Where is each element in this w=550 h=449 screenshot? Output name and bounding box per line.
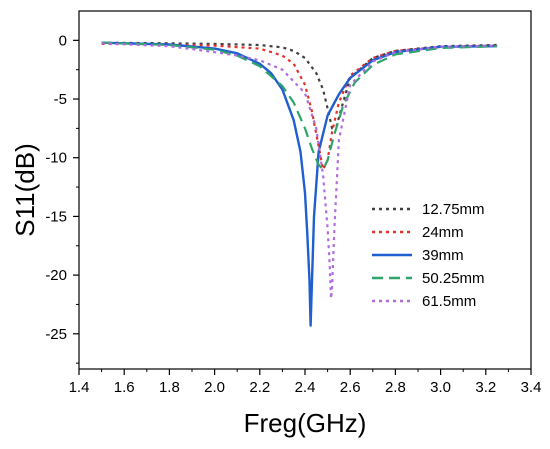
x-tick-label: 1.8 <box>159 379 180 396</box>
y-tick-label: -20 <box>45 267 67 284</box>
x-axis-title: Freg(GHz) <box>244 408 367 438</box>
legend-label: 12.75mm <box>422 201 485 218</box>
y-tick-label: 0 <box>59 32 67 49</box>
x-tick-label: 3.0 <box>430 379 451 396</box>
y-tick-label: -15 <box>45 208 67 225</box>
x-tick-label: 2.4 <box>295 379 316 396</box>
legend-label: 24mm <box>422 224 464 241</box>
x-tick-label: 2.8 <box>385 379 406 396</box>
legend-label: 61.5mm <box>422 293 476 310</box>
y-axis-title: S11(dB) <box>10 143 40 236</box>
series-layer <box>101 41 498 327</box>
x-tick-label: 1.6 <box>114 379 135 396</box>
legend-label: 39mm <box>422 247 464 264</box>
x-tick-label: 3.4 <box>521 379 542 396</box>
x-tick-label: 1.4 <box>69 379 90 396</box>
series-line-24mm <box>101 42 498 171</box>
x-tick-label: 2.6 <box>340 379 361 396</box>
series-line-50-25mm <box>101 41 498 171</box>
series-line-39mm <box>101 41 498 327</box>
legend-label: 50.25mm <box>422 270 485 287</box>
x-tick-label: 3.2 <box>475 379 496 396</box>
series-line-61-5mm <box>101 42 498 300</box>
ticks-layer: 1.4 1.6 1.8 2.0 2.2 2.4 2.6 2.8 3.0 3.2 3.4 0 -5 -10 -… <box>45 32 541 396</box>
y-tick-label: -5 <box>54 91 67 108</box>
y-tick-label: -25 <box>45 326 67 343</box>
series-line-12-75mm <box>101 41 498 130</box>
y-tick-label: -10 <box>45 150 67 167</box>
x-tick-label: 2.0 <box>204 379 225 396</box>
x-tick-label: 2.2 <box>249 379 270 396</box>
legend: 12.75mm 24mm 39mm 50.25mm 61.5mm <box>372 201 485 310</box>
